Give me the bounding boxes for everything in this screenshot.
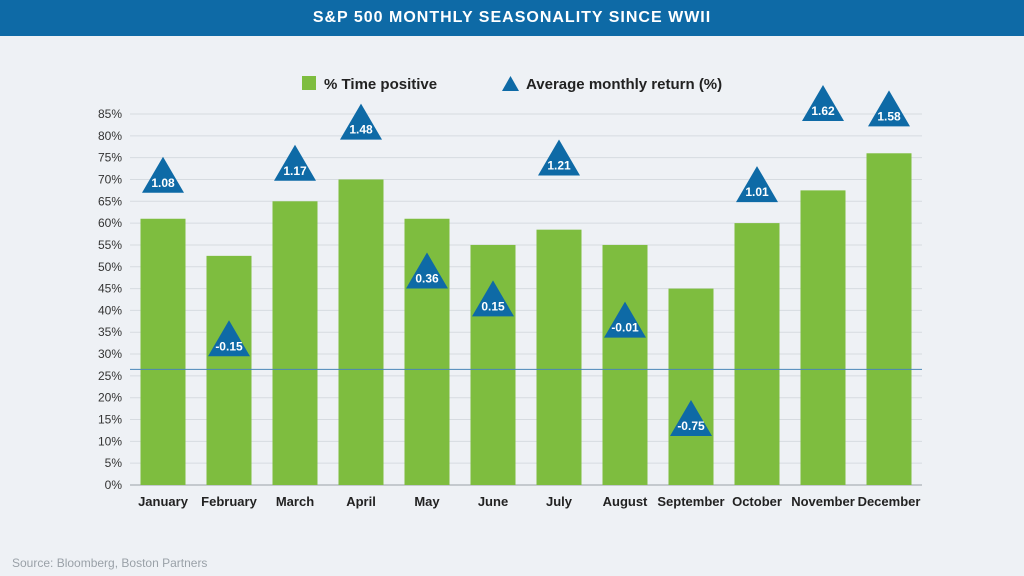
x-tick-label: January — [138, 494, 189, 509]
bar — [140, 218, 186, 486]
bar — [800, 190, 846, 485]
return-label: 1.62 — [811, 104, 835, 118]
bar-series — [140, 153, 912, 486]
x-axis: January February March April May June July Augu… — [138, 494, 920, 509]
y-tick-label: 65% — [98, 194, 122, 208]
return-label: 1.08 — [151, 176, 175, 190]
bar — [734, 223, 780, 485]
chart-area: % Time positive Average monthly return (… — [98, 76, 922, 509]
bar — [338, 179, 384, 485]
y-tick-label: 55% — [98, 238, 122, 252]
legend: % Time positive Average monthly return (… — [302, 76, 722, 93]
return-label: 1.21 — [547, 158, 571, 172]
bar — [206, 255, 252, 485]
y-tick-label: 85% — [98, 107, 122, 121]
legend-triangle-label: Average monthly return (%) — [526, 76, 722, 93]
return-marker — [868, 90, 910, 127]
source-note: Source: Bloomberg, Boston Partners — [12, 556, 208, 570]
y-tick-label: 20% — [98, 391, 122, 405]
y-tick-label: 45% — [98, 282, 122, 296]
return-label: 0.36 — [415, 271, 439, 285]
x-tick-label: May — [414, 494, 440, 509]
return-marker — [670, 400, 712, 436]
y-tick-label: 5% — [105, 456, 123, 470]
bar — [272, 201, 318, 485]
x-tick-label: October — [732, 494, 782, 509]
return-marker — [340, 103, 382, 140]
y-tick-label: 10% — [98, 434, 122, 448]
return-marker — [472, 280, 514, 317]
y-tick-label: 30% — [98, 347, 122, 361]
legend-triangle-icon — [502, 76, 519, 91]
y-tick-label: 50% — [98, 260, 122, 274]
return-label: 0.15 — [481, 299, 505, 313]
y-tick-label: 60% — [98, 216, 122, 230]
return-label: 1.48 — [349, 123, 373, 137]
x-tick-label: March — [276, 494, 314, 509]
bar — [602, 244, 648, 485]
return-marker — [538, 139, 580, 176]
return-marker — [406, 252, 448, 289]
x-tick-label: June — [478, 494, 508, 509]
return-marker — [802, 85, 844, 121]
x-tick-label: July — [546, 494, 573, 509]
x-tick-label: April — [346, 494, 376, 509]
return-label: 1.17 — [283, 164, 307, 178]
legend-bar-swatch — [302, 76, 316, 90]
x-tick-label: August — [603, 494, 648, 509]
x-tick-label: November — [791, 494, 855, 509]
y-tick-label: 15% — [98, 413, 122, 427]
y-tick-label: 25% — [98, 369, 122, 383]
return-marker — [736, 166, 778, 203]
marker-series: 1.08 -0.15 1.17 1.48 0.36 0.15 1.21 -0.01 -0.75 1… — [142, 85, 910, 436]
return-marker — [208, 320, 250, 357]
y-tick-label: 70% — [98, 172, 122, 186]
bar — [668, 288, 714, 485]
return-label: 1.58 — [877, 109, 901, 123]
return-label: -0.01 — [611, 321, 639, 335]
return-label: -0.75 — [677, 419, 705, 433]
x-tick-label: September — [657, 494, 724, 509]
gridlines — [130, 113, 922, 486]
return-label: 1.01 — [745, 185, 769, 199]
y-axis: 0% 5% 10% 15% 20% 25% 30% 35% 40% 45% 50% 55% 60% 65%… — [98, 107, 122, 492]
x-tick-label: February — [201, 494, 257, 509]
y-tick-label: 0% — [105, 478, 123, 492]
return-marker — [604, 301, 646, 338]
return-marker — [274, 144, 316, 181]
y-tick-label: 75% — [98, 151, 122, 165]
return-label: -0.15 — [215, 339, 243, 353]
x-tick-label: December — [858, 494, 921, 509]
legend-bar-label: % Time positive — [324, 76, 437, 93]
y-tick-label: 40% — [98, 303, 122, 317]
chart-title-banner: S&P 500 MONTHLY SEASONALITY SINCE WWII — [0, 0, 1024, 36]
y-tick-label: 35% — [98, 325, 122, 339]
bar — [536, 229, 582, 485]
return-marker — [142, 156, 184, 193]
y-tick-label: 80% — [98, 129, 122, 143]
chart-title: S&P 500 MONTHLY SEASONALITY SINCE WWII — [312, 9, 712, 26]
bar — [866, 153, 912, 485]
